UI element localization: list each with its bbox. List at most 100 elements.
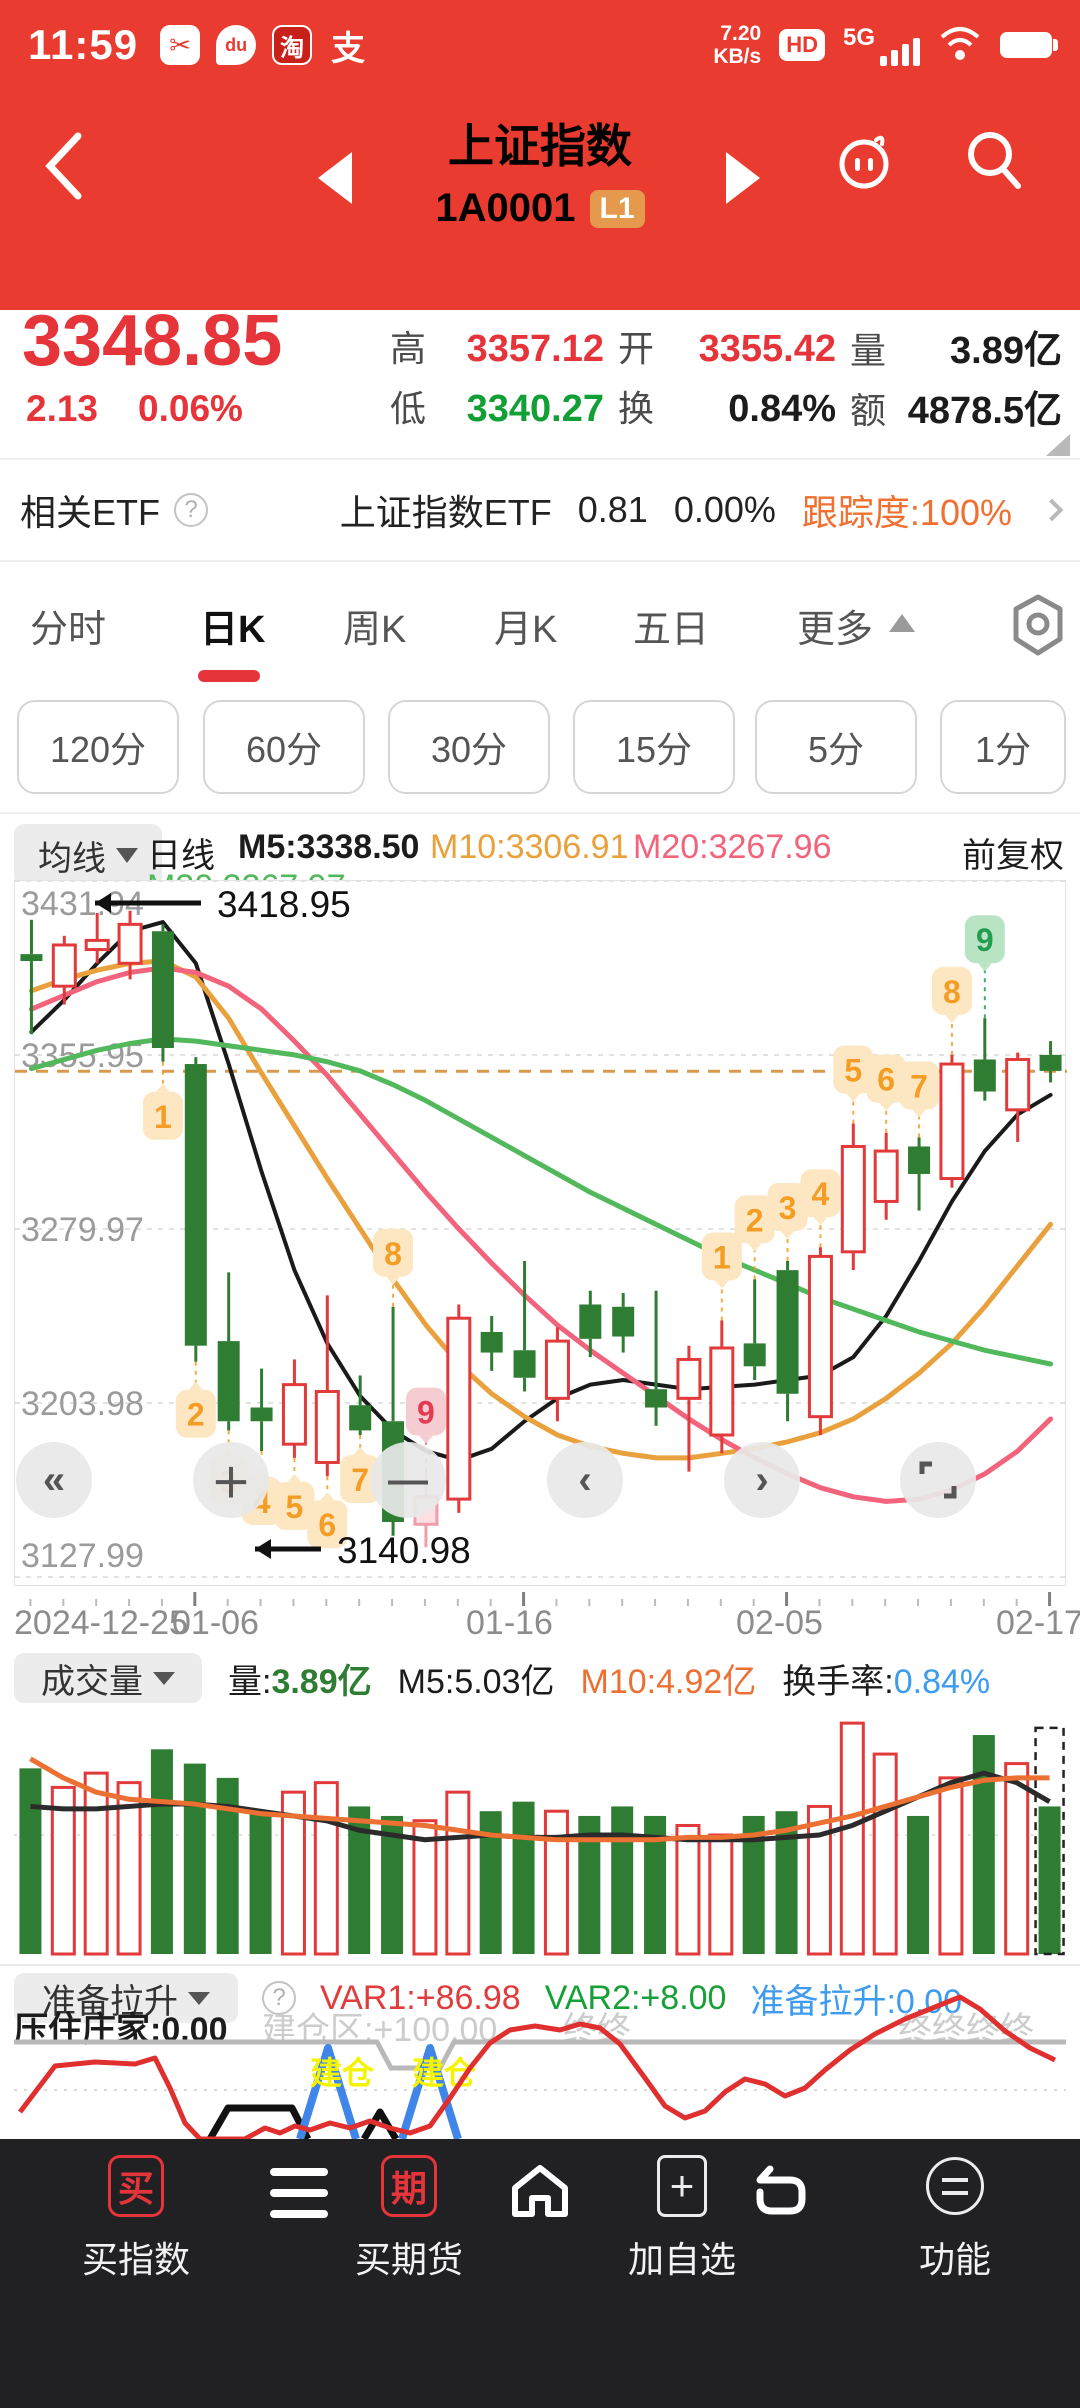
stat-label: 低	[390, 388, 427, 429]
ma-selector-label: 均线	[38, 839, 106, 878]
svg-text:建仓: 建仓	[310, 2055, 375, 2091]
recents-button[interactable]	[270, 2168, 329, 2218]
turnover-label: 换手率:	[782, 1662, 894, 1701]
stat-value: 3340.27	[466, 388, 605, 430]
caret-down-icon	[116, 847, 138, 863]
date-label: 01-06	[172, 1604, 259, 1642]
expand-quote-arrow-icon[interactable]	[1046, 434, 1070, 456]
stat-label: 量	[850, 329, 887, 371]
svg-text:3418.95: 3418.95	[217, 884, 351, 925]
taobao-icon: 淘	[272, 25, 313, 65]
volume-selector-label: 成交量	[41, 1662, 143, 1701]
var1-value: VAR1:+86.98	[320, 1978, 521, 2017]
svg-text:3140.98: 3140.98	[337, 1530, 471, 1571]
stock-name: 上证指数	[448, 120, 632, 172]
bottom-nav-bar: 买 买指数 期 买期货 + 加自选 功能	[0, 2139, 1080, 2408]
baidu-map-icon: du	[216, 25, 257, 65]
more-triangle-icon	[889, 614, 915, 632]
svg-text:7: 7	[910, 1068, 928, 1104]
volume-chart[interactable]	[14, 1704, 1066, 1958]
futures-icon: 期	[381, 2155, 437, 2217]
vol-value: 3.89亿	[271, 1662, 372, 1701]
volume-selector-button[interactable]: 成交量	[14, 1653, 202, 1703]
chart-fullscreen-button[interactable]	[900, 1442, 976, 1518]
tab-five-day[interactable]: 五日	[633, 609, 710, 651]
back-button[interactable]	[40, 130, 86, 207]
add-watchlist-label: 加自选	[627, 2239, 736, 2280]
buy-index-button[interactable]: 买 买指数	[26, 2153, 246, 2283]
svg-text:2: 2	[187, 1397, 205, 1433]
ma-period-label: 日线	[147, 837, 215, 875]
chevron-right-icon	[1040, 498, 1064, 522]
svg-text:7: 7	[351, 1462, 369, 1498]
buy-futures-label: 买期货	[354, 2239, 463, 2280]
stock-code: 1A0001	[435, 186, 576, 230]
svg-text:9: 9	[417, 1395, 435, 1431]
stat-label: 开	[618, 328, 655, 369]
active-tab-underline	[198, 670, 260, 682]
tab-weekly-k[interactable]: 周K	[343, 609, 407, 651]
period-120min[interactable]: 120分	[17, 700, 179, 794]
chart-settings-gear-icon[interactable]	[1008, 592, 1068, 663]
quote-stats: 高 3357.12 开 3355.42 量 3.89亿 低 3340.27 换 0.84%…	[390, 316, 1070, 436]
svg-text:1: 1	[154, 1099, 172, 1135]
search-button[interactable]	[962, 126, 1028, 197]
help-icon[interactable]: ?	[174, 493, 208, 527]
period-15min[interactable]: 15分	[573, 700, 735, 794]
chart-rewind-button[interactable]: «	[16, 1442, 92, 1518]
clock: 11:59	[28, 21, 139, 68]
back-nav-button[interactable]	[752, 2165, 810, 2222]
indicator-selector-label: 准备拉升	[42, 1982, 178, 2021]
ma10-value: M10:3306.91	[430, 828, 629, 866]
tab-daily-k[interactable]: 日K	[200, 609, 266, 651]
turnover-value: 0.84%	[893, 1662, 991, 1701]
hd-icon: HD	[779, 29, 825, 61]
functions-button[interactable]: 功能	[845, 2153, 1065, 2283]
next-stock-button[interactable]	[726, 152, 760, 204]
svg-text:5: 5	[286, 1489, 304, 1525]
caret-down-icon	[153, 1671, 175, 1685]
tab-monthly-k[interactable]: 月K	[494, 609, 558, 651]
status-bar: 11:59 ✂ du 淘 支 7.20 KB/s HD 5G	[0, 0, 1080, 90]
kline-chart[interactable]: 3431.943355.953279.973203.983127.9912345…	[14, 880, 1067, 1586]
wifi-icon	[938, 25, 982, 66]
stat-label: 换	[618, 388, 655, 429]
svg-text:8: 8	[384, 1236, 402, 1272]
ma-selector-button[interactable]: 均线	[14, 824, 162, 886]
alipay-icon: 支	[331, 29, 366, 68]
related-etf-row[interactable]: 相关ETF ? 上证指数ETF 0.81 0.00% 跟踪度:100%	[0, 460, 1080, 560]
chart-zoom-out-button[interactable]: —	[370, 1442, 446, 1518]
quote-panel[interactable]	[0, 310, 1080, 458]
add-watchlist-button[interactable]: + 加自选	[572, 2153, 792, 2283]
notification-icons: ✂ du 淘 支	[160, 25, 368, 68]
caret-down-icon	[188, 1991, 210, 2005]
svg-text:9: 9	[976, 922, 994, 958]
svg-text:6: 6	[318, 1507, 336, 1543]
stat-value: 3355.42	[698, 328, 837, 370]
prev-stock-button[interactable]	[318, 152, 352, 204]
period-30min[interactable]: 30分	[388, 700, 550, 794]
indicator-chart[interactable]: 建仓 建仓	[14, 1978, 1066, 2139]
assistant-robot-button[interactable]	[832, 128, 896, 197]
period-60min[interactable]: 60分	[203, 700, 365, 794]
related-etf-label: 相关ETF	[20, 492, 160, 533]
period-1min[interactable]: 1分	[940, 700, 1066, 794]
ma5-value: M5:3338.50	[238, 828, 420, 866]
chart-prev-button[interactable]: ‹	[547, 1442, 623, 1518]
chart-next-button[interactable]: ›	[724, 1442, 800, 1518]
tab-minute[interactable]: 分时	[30, 609, 107, 651]
etf-change: 0.00%	[673, 489, 776, 530]
indicator-help-icon[interactable]: ?	[262, 1981, 296, 2015]
indicator-selector-button[interactable]: 准备拉升	[14, 1973, 238, 2023]
functions-label: 功能	[918, 2239, 991, 2280]
period-5min[interactable]: 5分	[755, 700, 917, 794]
adjust-mode-label: 前复权	[962, 837, 1064, 875]
home-button[interactable]	[509, 2164, 571, 2223]
svg-text:1: 1	[713, 1240, 731, 1276]
stat-value: 3.89亿	[950, 329, 1063, 372]
tab-more[interactable]: 更多	[797, 609, 874, 651]
svg-text:8: 8	[943, 974, 961, 1010]
chart-zoom-in-button[interactable]: ＋	[193, 1442, 269, 1518]
period-buttons: 120分 60分 30分 15分 5分 1分	[0, 688, 1080, 812]
buy-futures-button[interactable]: 期 买期货	[299, 2153, 519, 2283]
